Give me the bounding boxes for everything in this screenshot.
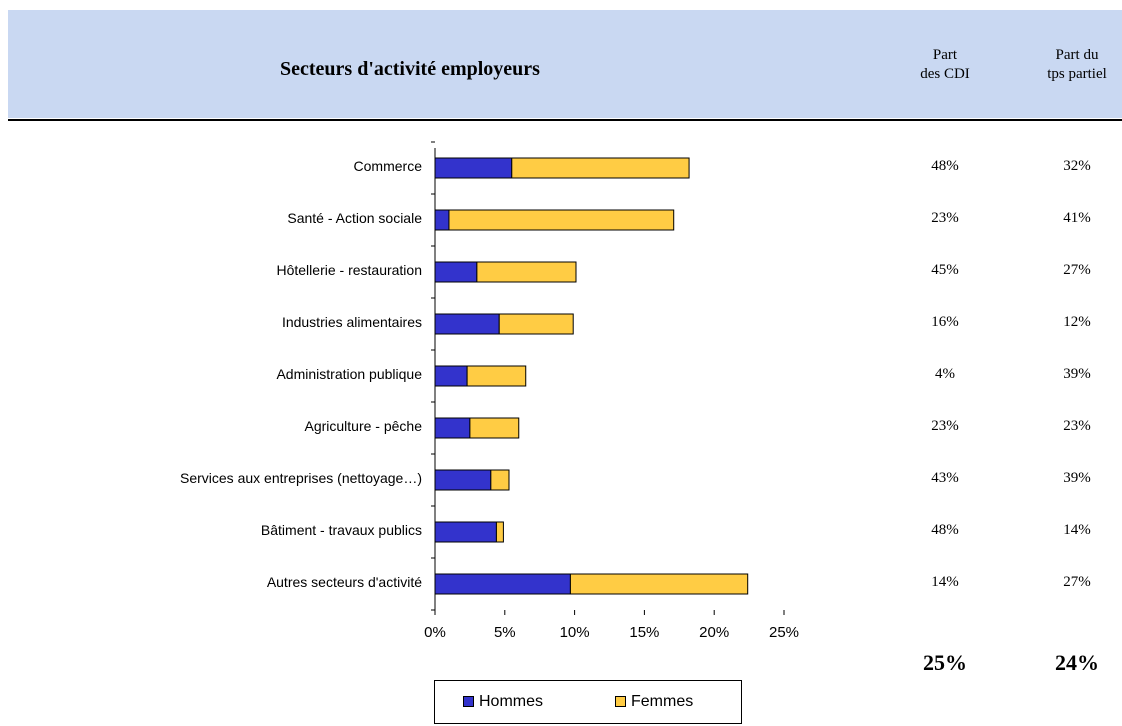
category-label: Bâtiment - travaux publics [260, 522, 422, 538]
x-tick-label: 0% [424, 624, 446, 641]
bar-hommes [434, 157, 513, 179]
total-part-tps-partiel: 24% [1055, 650, 1099, 675]
bar-femmes [569, 573, 749, 595]
part-cdi-value: 23% [931, 418, 959, 434]
bar-hommes [434, 209, 450, 231]
legend-label-femmes: Femmes [631, 693, 694, 710]
column-header-tp-line1: Part du [1055, 47, 1099, 63]
column-header-tps-partiel: Part du tps partiel [1022, 46, 1122, 84]
column-header-cdi-line2: des CDI [920, 66, 970, 82]
x-tick-label: 20% [699, 624, 729, 641]
category-label: Commerce [353, 158, 422, 174]
category-label: Industries alimentaires [281, 314, 422, 330]
part-cdi-value: 48% [931, 158, 959, 174]
header-divider [8, 119, 1122, 121]
legend-label-hommes: Hommes [479, 693, 544, 710]
part-cdi-value: 45% [931, 262, 959, 278]
bar-hommes [434, 469, 492, 491]
x-tick-label: 10% [560, 624, 590, 641]
bar-femmes [469, 417, 520, 439]
chart-legend: Hommes Femmes [434, 680, 742, 724]
part-cdi-value: 16% [931, 314, 959, 330]
part-cdi-value: 23% [931, 210, 959, 226]
bar-hommes [434, 521, 497, 543]
column-header-cdi: Part des CDI [890, 46, 1000, 84]
x-tick-label: 25% [769, 624, 799, 641]
part-tps-partiel-value: 39% [1063, 366, 1091, 382]
category-label: Hôtellerie - restauration [276, 262, 422, 278]
chart-title: Secteurs d'activité employeurs [280, 58, 540, 80]
part-tps-partiel-value: 32% [1063, 158, 1091, 174]
legend-swatch-femmes [615, 696, 626, 707]
part-tps-partiel-value: 27% [1063, 574, 1091, 590]
category-label: Agriculture - pêche [304, 418, 422, 434]
bar-femmes [495, 521, 504, 543]
legend-item-femmes: Femmes [615, 693, 693, 711]
part-cdi-value: 4% [935, 366, 955, 382]
bar-femmes [490, 469, 510, 491]
legend-item-hommes: Hommes [463, 693, 543, 711]
category-label: Santé - Action sociale [287, 210, 422, 226]
bar-femmes [466, 365, 527, 387]
bar-femmes [511, 157, 690, 179]
category-label: Administration publique [276, 366, 422, 382]
category-label: Services aux entreprises (nettoyage…) [180, 470, 422, 486]
column-header-tp-line2: tps partiel [1047, 66, 1107, 82]
x-tick-label: 5% [494, 624, 516, 641]
category-label: Autres secteurs d'activité [266, 574, 422, 590]
header-band [8, 10, 1122, 118]
part-cdi-value: 14% [931, 574, 959, 590]
part-tps-partiel-value: 12% [1063, 314, 1091, 330]
bar-femmes [476, 261, 577, 283]
column-header-cdi-line1: Part [932, 47, 958, 63]
bar-femmes [448, 209, 675, 231]
x-tick-label: 15% [629, 624, 659, 641]
part-cdi-value: 43% [931, 470, 959, 486]
bar-hommes [434, 417, 471, 439]
part-tps-partiel-value: 14% [1063, 522, 1091, 538]
part-tps-partiel-value: 39% [1063, 470, 1091, 486]
total-part-cdi: 25% [923, 650, 967, 675]
bar-femmes [498, 313, 574, 335]
part-tps-partiel-value: 41% [1063, 210, 1091, 226]
legend-swatch-hommes [463, 696, 474, 707]
bar-hommes [434, 573, 571, 595]
bar-hommes [434, 313, 500, 335]
part-tps-partiel-value: 23% [1063, 418, 1091, 434]
bar-hommes [434, 365, 468, 387]
bar-hommes [434, 261, 478, 283]
part-cdi-value: 48% [931, 522, 959, 538]
part-tps-partiel-value: 27% [1063, 262, 1091, 278]
